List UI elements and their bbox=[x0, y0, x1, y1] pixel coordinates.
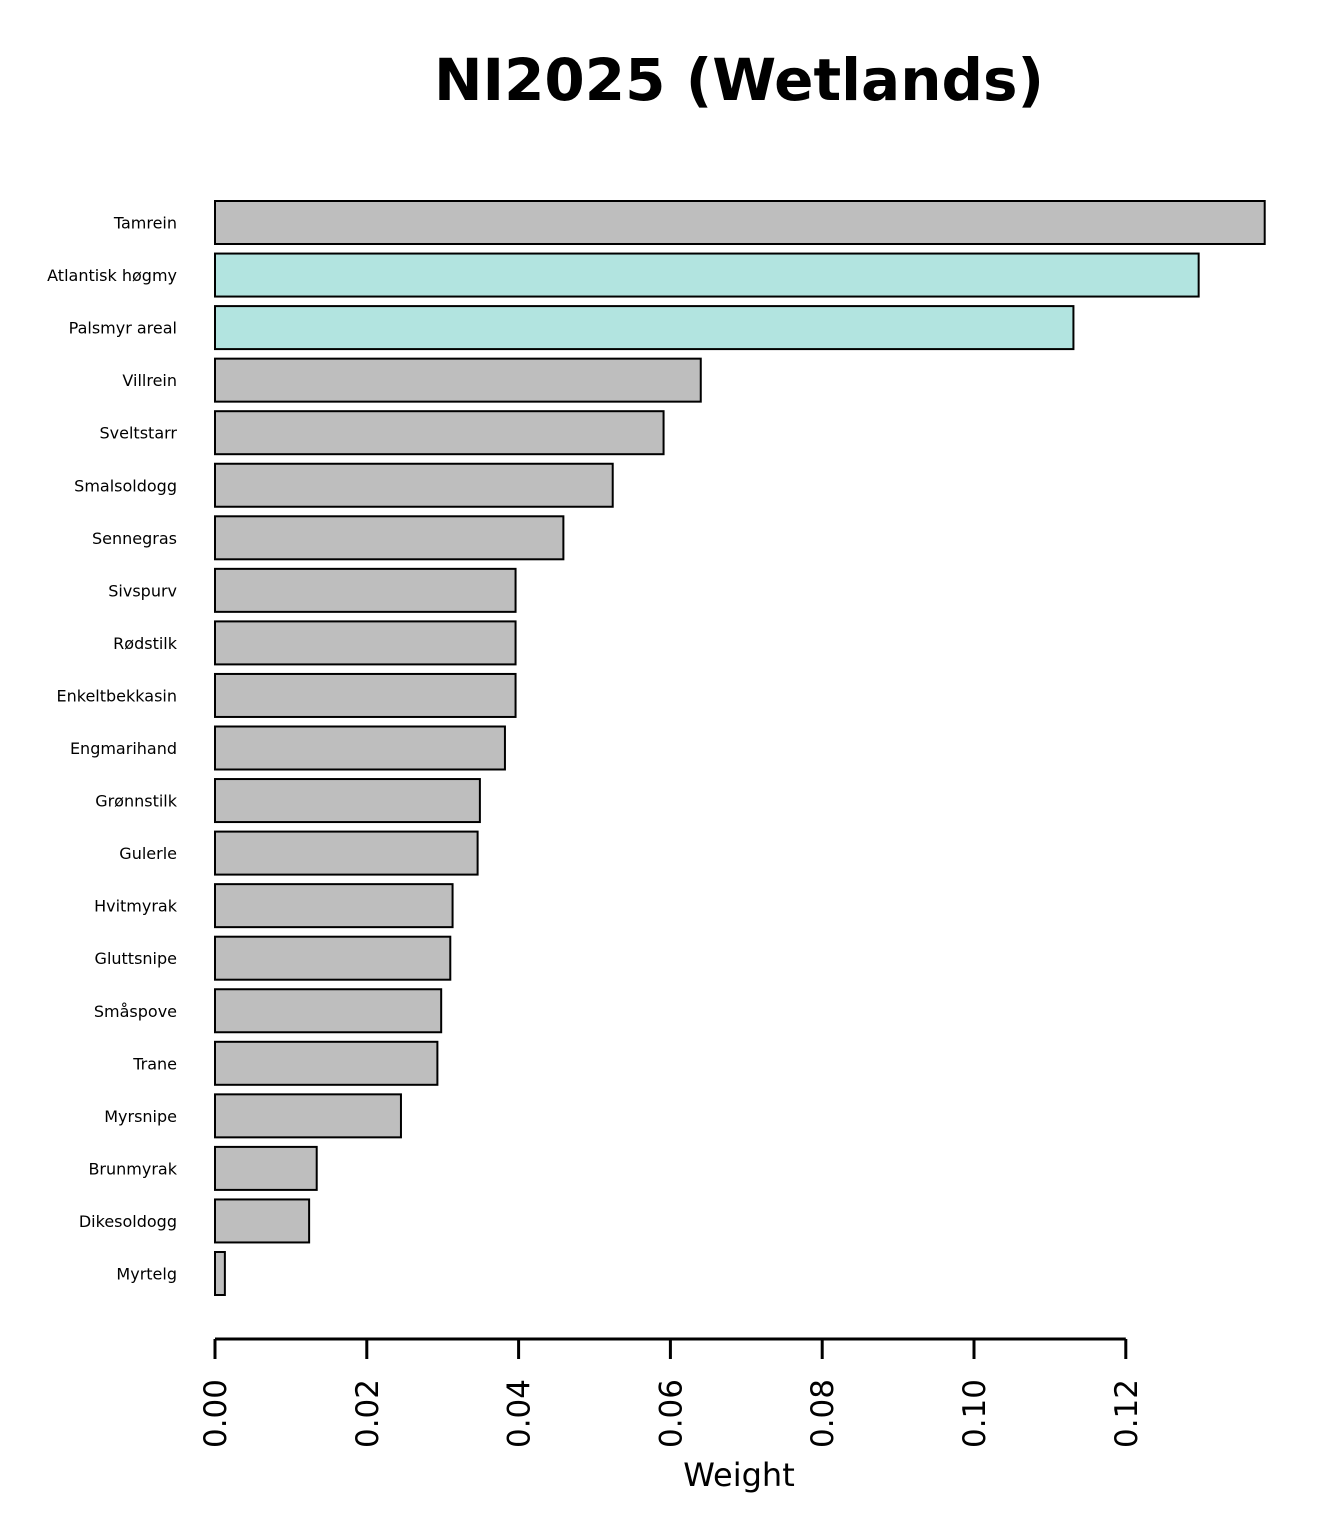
x-axis: 0.00 0.02 0.04 0.06 0.08 0.10 0.12 bbox=[198, 1337, 1145, 1448]
category-label: Brunmyrak bbox=[88, 1159, 177, 1178]
x-tick-label: 0.04 bbox=[502, 1379, 538, 1448]
category-label: Hvitmyrak bbox=[94, 897, 178, 916]
category-label: Enkeltbekkasin bbox=[57, 686, 177, 705]
x-tick-label: 0.10 bbox=[957, 1379, 993, 1448]
category-label: Myrtelg bbox=[116, 1265, 177, 1284]
bar bbox=[214, 988, 443, 1034]
x-axis-title: Weight bbox=[683, 1456, 794, 1494]
x-tick-label: 0.02 bbox=[350, 1379, 386, 1448]
bar bbox=[214, 830, 479, 876]
category-label: Sveltstarr bbox=[100, 424, 178, 443]
category-label: Smalsoldogg bbox=[74, 476, 177, 495]
bar bbox=[214, 515, 565, 561]
bar bbox=[214, 883, 454, 929]
bar bbox=[214, 725, 506, 771]
x-tick-label: 0.06 bbox=[653, 1379, 689, 1448]
bar bbox=[214, 200, 1266, 245]
category-label: Sennegras bbox=[92, 529, 177, 548]
bar bbox=[214, 935, 452, 981]
category-label: Sivspurv bbox=[108, 581, 177, 600]
category-label: Palsmyr areal bbox=[69, 319, 177, 338]
category-label: Atlantisk høgmy bbox=[47, 266, 177, 285]
bar bbox=[214, 620, 517, 666]
x-tick-label: 0.08 bbox=[805, 1379, 841, 1448]
bar bbox=[214, 1198, 311, 1244]
category-label: Myrsnipe bbox=[104, 1107, 177, 1126]
chart-title: NI2025 (Wetlands) bbox=[434, 46, 1044, 114]
category-label: Engmarihand bbox=[70, 739, 177, 758]
bar bbox=[214, 1093, 402, 1139]
x-tick-label: 0.12 bbox=[1109, 1379, 1145, 1448]
category-label: Småspove bbox=[94, 1002, 177, 1021]
bar bbox=[214, 1145, 318, 1191]
bar bbox=[214, 357, 702, 403]
bar bbox=[214, 305, 1075, 351]
bar bbox=[214, 410, 665, 456]
category-label: Grønnstilk bbox=[95, 792, 178, 811]
category-labels-group: Tamrein Atlantisk høgmy Palsmyr areal Villr… bbox=[47, 214, 178, 1284]
bars-group bbox=[214, 200, 1266, 1296]
category-label: Dikesoldogg bbox=[79, 1212, 177, 1231]
bar bbox=[214, 1040, 439, 1086]
x-tick-label: 0.00 bbox=[198, 1379, 234, 1448]
bar bbox=[214, 672, 517, 718]
bar bbox=[214, 1251, 226, 1296]
bar bbox=[214, 567, 517, 613]
category-label: Gluttsnipe bbox=[95, 949, 177, 968]
category-label: Gulerle bbox=[119, 844, 177, 863]
bar bbox=[214, 778, 481, 824]
bar bbox=[214, 252, 1200, 298]
category-label: Villrein bbox=[122, 371, 177, 390]
category-label: Trane bbox=[132, 1054, 177, 1073]
category-label: Tamrein bbox=[113, 214, 177, 233]
bar bbox=[214, 462, 614, 508]
category-label: Rødstilk bbox=[113, 634, 178, 653]
